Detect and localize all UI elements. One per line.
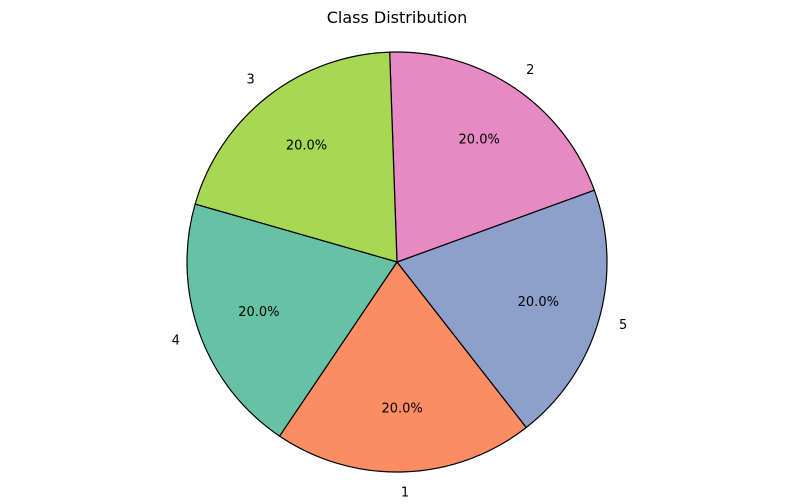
pie-slice-1 [278, 260, 528, 473]
slice-percent-5: 20.0% [518, 295, 559, 310]
slice-percent-2: 20.0% [459, 133, 500, 148]
chart-title: Class Distribution [327, 8, 468, 27]
slice-label-1: 1 [401, 485, 409, 500]
pie-slice-3 [194, 51, 398, 263]
pie-slice-4 [186, 203, 398, 437]
slice-label-3: 3 [247, 72, 255, 87]
slice-label-5: 5 [619, 318, 627, 333]
slice-percent-1: 20.0% [381, 401, 422, 416]
slice-percent-4: 20.0% [238, 305, 279, 320]
slice-label-4: 4 [172, 334, 180, 349]
pie-slices [186, 51, 608, 473]
slice-label-2: 2 [526, 63, 534, 78]
pie-labels: 1 20.0% 5 20.0% 2 20.0% 3 20.0% 4 20.0% [172, 63, 628, 500]
slice-percent-3: 20.0% [286, 139, 327, 154]
pie-slice-5 [396, 189, 608, 429]
pie-slice-2 [389, 51, 596, 263]
